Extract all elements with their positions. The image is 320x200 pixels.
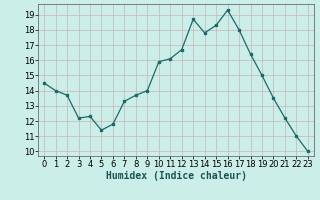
X-axis label: Humidex (Indice chaleur): Humidex (Indice chaleur) <box>106 171 246 181</box>
